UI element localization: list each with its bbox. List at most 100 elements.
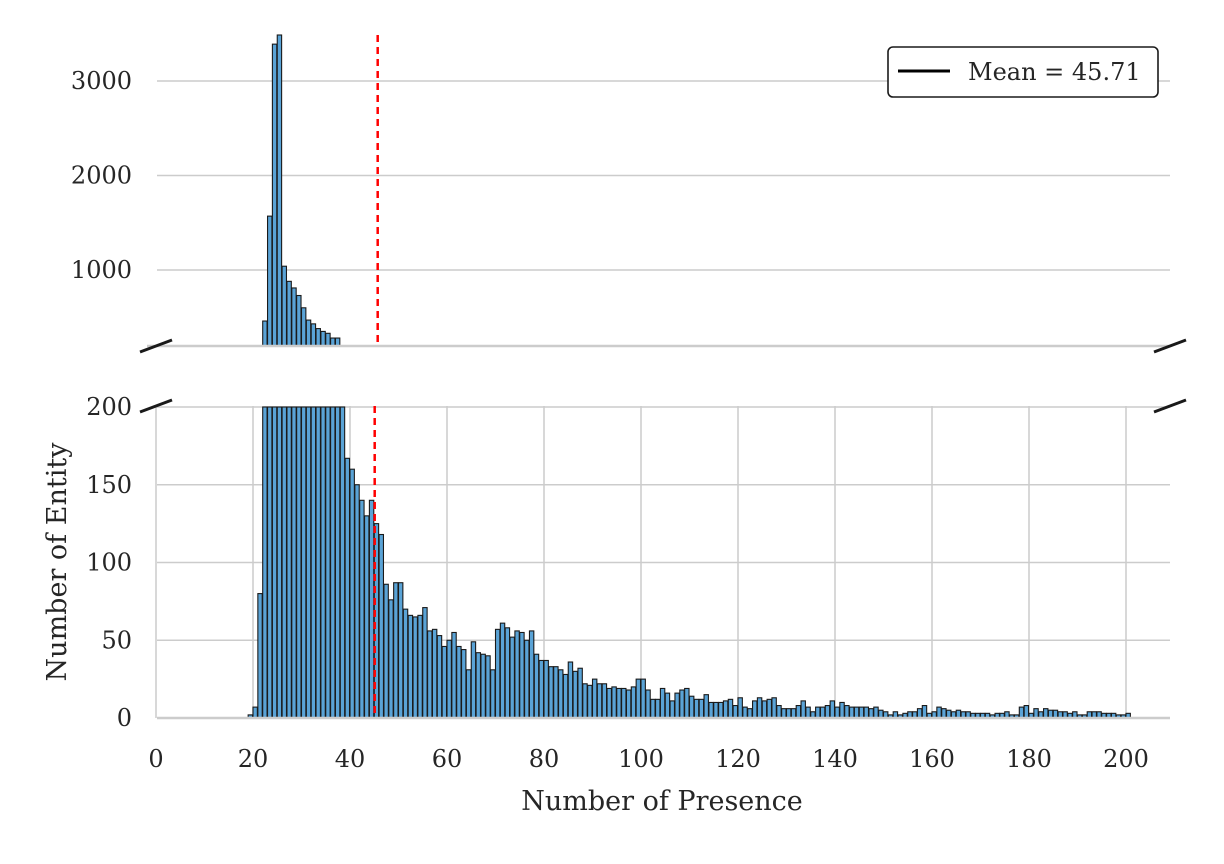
mean-lines (373, 35, 379, 718)
lower-bar (587, 684, 593, 719)
lower-bar (276, 406, 283, 719)
lower-bar (305, 406, 312, 719)
lower-bar (921, 705, 928, 719)
lower-bar (805, 706, 811, 719)
lower-bar (257, 593, 263, 719)
lower-bar (412, 616, 418, 719)
lower-bar (286, 406, 292, 719)
upper-bar (262, 320, 268, 347)
lower-bar (650, 698, 656, 719)
lower-bar (640, 678, 646, 719)
lower-bar (654, 698, 661, 719)
lower-bar (844, 705, 850, 719)
lower-bar (781, 708, 787, 719)
lower-bar (300, 406, 307, 719)
lower-bar (873, 706, 879, 719)
lower-bar (1023, 705, 1030, 719)
lower-bar (431, 628, 438, 719)
lower-bar (722, 700, 729, 719)
lower-y-tick-label: 200 (86, 393, 132, 421)
lower-bar (417, 614, 423, 719)
upper-y-tick-label: 1000 (71, 256, 132, 284)
lower-bar (310, 406, 317, 719)
x-tick-label: 120 (715, 745, 761, 773)
lower-bar (344, 457, 351, 719)
lower-bar (941, 708, 947, 719)
lower-bar (785, 708, 792, 719)
lower-bar (354, 484, 360, 719)
lower-bar (742, 706, 748, 719)
lower-bar (562, 673, 569, 719)
lower-bar (359, 499, 365, 719)
lower-bar (815, 706, 821, 719)
lower-bar (538, 659, 545, 719)
lower-bar (863, 706, 870, 719)
lower-bar (829, 700, 836, 719)
lower-bar (349, 468, 355, 719)
lower-bar (795, 705, 802, 719)
lower-bar (470, 641, 477, 719)
lower-bar (761, 700, 768, 719)
lower-bar (402, 608, 409, 719)
x-tick-label: 0 (148, 745, 163, 773)
axis-break-mark (139, 398, 173, 414)
legend-box (887, 46, 1159, 98)
lower-bar (266, 406, 273, 719)
lower-bar (441, 645, 448, 719)
lower-bar (499, 622, 506, 719)
lower-bar (1018, 706, 1025, 719)
upper-bar (305, 319, 312, 347)
axis-break-mark (1153, 338, 1187, 354)
x-tick-label: 60 (432, 745, 463, 773)
upper-bar (320, 330, 326, 347)
upper-bar (300, 307, 307, 347)
lower-bar (771, 697, 777, 719)
lower-bar (1043, 708, 1049, 719)
lower-bar (388, 599, 394, 719)
lower-bar (291, 406, 297, 719)
lower-bar (456, 645, 462, 719)
lower-bar (465, 669, 472, 719)
lower-bar (718, 701, 724, 719)
lower-bar (732, 705, 739, 719)
legend-label: Mean = 45.71 (968, 58, 1141, 86)
lower-bar (446, 639, 452, 719)
lower-bar (659, 687, 666, 719)
lower-bar (936, 706, 942, 719)
lower-bar (528, 630, 535, 719)
x-axis-label: Number of Presence (521, 786, 803, 817)
lower-bar (698, 698, 705, 719)
lower-bar (504, 627, 511, 719)
lower-panel-bars (247, 406, 1131, 719)
x-tick-labels: 0 20 40 60 80 100 120 140 160 180 200 (148, 745, 1149, 773)
lower-bar (737, 697, 743, 719)
lower-bar (427, 630, 433, 719)
lower-bar (684, 687, 690, 719)
lower-bar (514, 630, 520, 719)
lower-bar (606, 687, 612, 719)
upper-bar (291, 287, 297, 347)
upper-bar (325, 332, 331, 347)
lower-bar (703, 694, 709, 719)
upper-y-tick-labels: 1000 2000 3000 (71, 67, 132, 284)
lower-y-tick-label: 100 (86, 549, 132, 577)
lower-bar (533, 653, 540, 719)
panel-spines (147, 344, 1170, 720)
lower-bar (800, 700, 806, 719)
lower-bar (819, 706, 826, 719)
upper-bar (271, 43, 278, 347)
lower-bar (679, 689, 685, 719)
lower-bar (407, 614, 414, 719)
lower-bar (582, 683, 588, 719)
lower-bar (853, 706, 860, 719)
lower-bar (460, 649, 467, 719)
lower-bar (519, 631, 525, 719)
legend: Mean = 45.71 (887, 46, 1159, 98)
x-tick-label: 100 (618, 745, 664, 773)
upper-bar (276, 34, 283, 347)
lower-bar (262, 406, 268, 719)
lower-bar (708, 701, 714, 719)
lower-bar (490, 669, 496, 719)
lower-bar (572, 670, 579, 719)
lower-bar (625, 689, 632, 719)
